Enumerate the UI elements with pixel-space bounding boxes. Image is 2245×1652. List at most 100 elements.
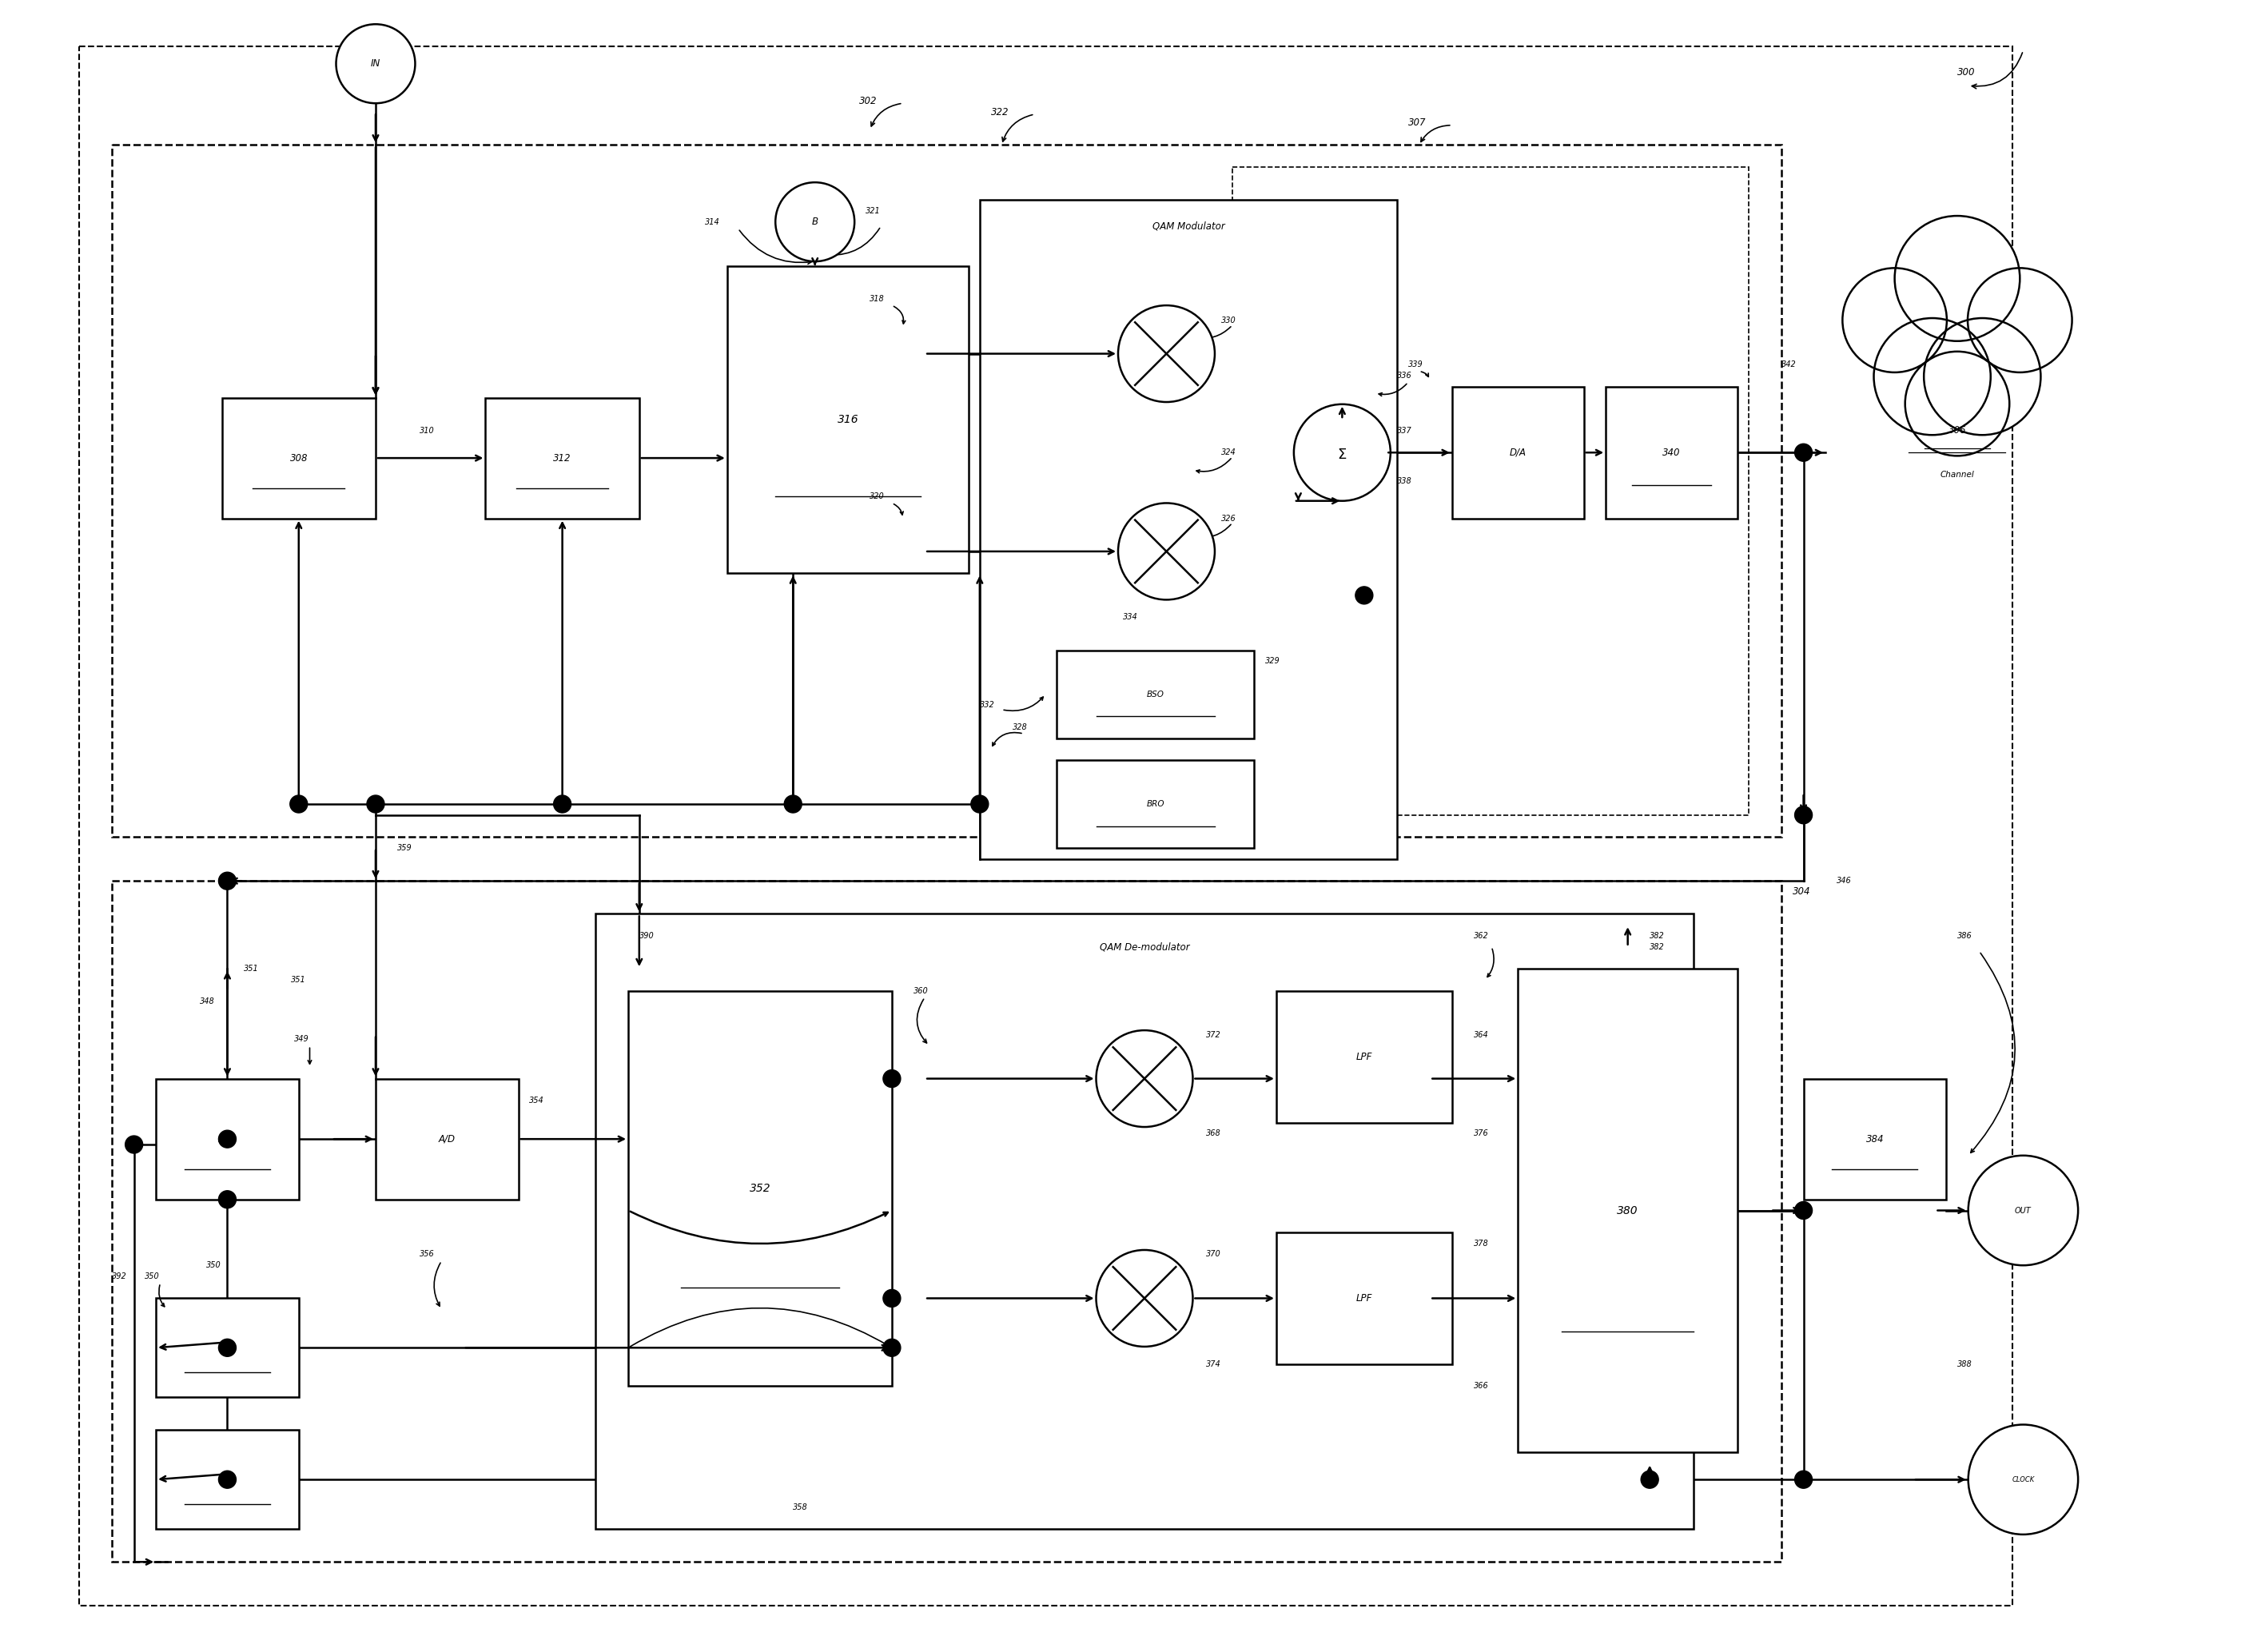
Text: 314: 314	[705, 218, 721, 226]
Text: 352: 352	[750, 1183, 770, 1194]
Text: 362: 362	[1475, 932, 1488, 940]
Text: 358: 358	[792, 1503, 808, 1512]
Text: 304: 304	[1792, 887, 1809, 897]
Text: 328: 328	[1012, 724, 1028, 732]
Circle shape	[882, 1338, 900, 1356]
Text: BRO: BRO	[1147, 800, 1165, 808]
Text: 300: 300	[1958, 68, 1976, 78]
Text: 366: 366	[1475, 1383, 1488, 1391]
Text: QAM De-modulator: QAM De-modulator	[1100, 942, 1190, 952]
Circle shape	[1356, 586, 1374, 605]
Text: 388: 388	[1958, 1360, 1973, 1368]
Bar	[979, 200, 1396, 859]
Text: 322: 322	[990, 107, 1008, 117]
Bar	[595, 914, 1693, 1530]
Circle shape	[1843, 268, 1946, 372]
Circle shape	[1118, 504, 1215, 600]
Circle shape	[1118, 306, 1215, 401]
Text: 376: 376	[1475, 1130, 1488, 1138]
Text: 364: 364	[1475, 1031, 1488, 1039]
Text: 310: 310	[420, 426, 436, 434]
Text: LBO: LBO	[220, 1475, 236, 1483]
Text: QAM Modulator: QAM Modulator	[1152, 221, 1226, 231]
Bar	[1057, 651, 1255, 738]
Text: 320: 320	[869, 492, 885, 501]
Text: 326: 326	[1221, 514, 1237, 522]
Text: 351: 351	[292, 976, 305, 985]
Bar	[727, 266, 970, 573]
Text: 359: 359	[397, 844, 413, 852]
Text: 378: 378	[1475, 1239, 1488, 1247]
Circle shape	[1794, 444, 1812, 461]
Text: Channel: Channel	[1940, 471, 1973, 479]
Text: 360: 360	[914, 986, 929, 995]
Bar	[155, 1298, 299, 1398]
Bar	[112, 145, 1783, 838]
Bar	[79, 46, 2012, 1606]
Text: 386: 386	[1958, 932, 1973, 940]
Text: 334: 334	[1122, 613, 1138, 621]
Circle shape	[775, 182, 855, 261]
Text: 338: 338	[1396, 477, 1412, 486]
Text: 372: 372	[1206, 1031, 1221, 1039]
Circle shape	[1096, 1031, 1192, 1127]
Circle shape	[126, 1135, 144, 1153]
Text: 382: 382	[1650, 932, 1666, 940]
Text: 390: 390	[640, 932, 653, 940]
Text: 312: 312	[552, 453, 570, 463]
Text: 344: 344	[218, 1133, 236, 1145]
Text: LPF: LPF	[1356, 1051, 1372, 1062]
Text: 380: 380	[1616, 1204, 1639, 1216]
Bar	[629, 991, 891, 1386]
Text: 329: 329	[1266, 657, 1280, 666]
Text: 337: 337	[1396, 426, 1412, 434]
Circle shape	[882, 1290, 900, 1307]
Bar	[1453, 387, 1583, 519]
Circle shape	[290, 795, 308, 813]
Text: 332: 332	[979, 700, 995, 709]
Text: 316: 316	[837, 415, 858, 425]
Text: 354: 354	[530, 1097, 543, 1105]
Text: 374: 374	[1206, 1360, 1221, 1368]
Text: 350: 350	[207, 1262, 222, 1269]
Text: 351: 351	[245, 965, 258, 973]
Bar	[155, 1431, 299, 1530]
Text: LSO: LSO	[220, 1343, 236, 1351]
Text: 339: 339	[1408, 360, 1423, 368]
Circle shape	[1969, 1424, 2079, 1535]
Text: 384: 384	[1866, 1133, 1884, 1145]
Bar	[1803, 1079, 1946, 1199]
Text: B: B	[813, 216, 817, 226]
Text: 307: 307	[1408, 117, 1426, 129]
Circle shape	[218, 872, 236, 890]
Text: 348: 348	[200, 998, 216, 1006]
Text: 330: 330	[1221, 317, 1237, 325]
Text: 308: 308	[290, 453, 308, 463]
Bar	[1518, 968, 1738, 1452]
Text: 336: 336	[1396, 372, 1412, 380]
Circle shape	[218, 1470, 236, 1488]
Circle shape	[1906, 352, 2009, 456]
Bar	[112, 881, 1783, 1561]
Circle shape	[1924, 319, 2041, 434]
Text: 370: 370	[1206, 1251, 1221, 1259]
Circle shape	[882, 1070, 900, 1087]
Circle shape	[1293, 405, 1390, 501]
Text: 350: 350	[146, 1272, 159, 1280]
Text: D/A: D/A	[1509, 448, 1527, 458]
Text: LPF: LPF	[1356, 1294, 1372, 1303]
Circle shape	[1794, 806, 1812, 824]
Circle shape	[1967, 268, 2072, 372]
Text: 392: 392	[112, 1272, 128, 1280]
Circle shape	[784, 795, 801, 813]
Text: 356: 356	[420, 1251, 436, 1259]
Text: 382: 382	[1650, 943, 1666, 952]
Circle shape	[1096, 1251, 1192, 1346]
Bar	[1057, 760, 1255, 847]
Circle shape	[366, 795, 384, 813]
Bar	[222, 398, 375, 519]
Bar	[1605, 387, 1738, 519]
Text: 306: 306	[1949, 426, 1967, 436]
Bar	[1275, 991, 1453, 1123]
Bar	[485, 398, 640, 519]
